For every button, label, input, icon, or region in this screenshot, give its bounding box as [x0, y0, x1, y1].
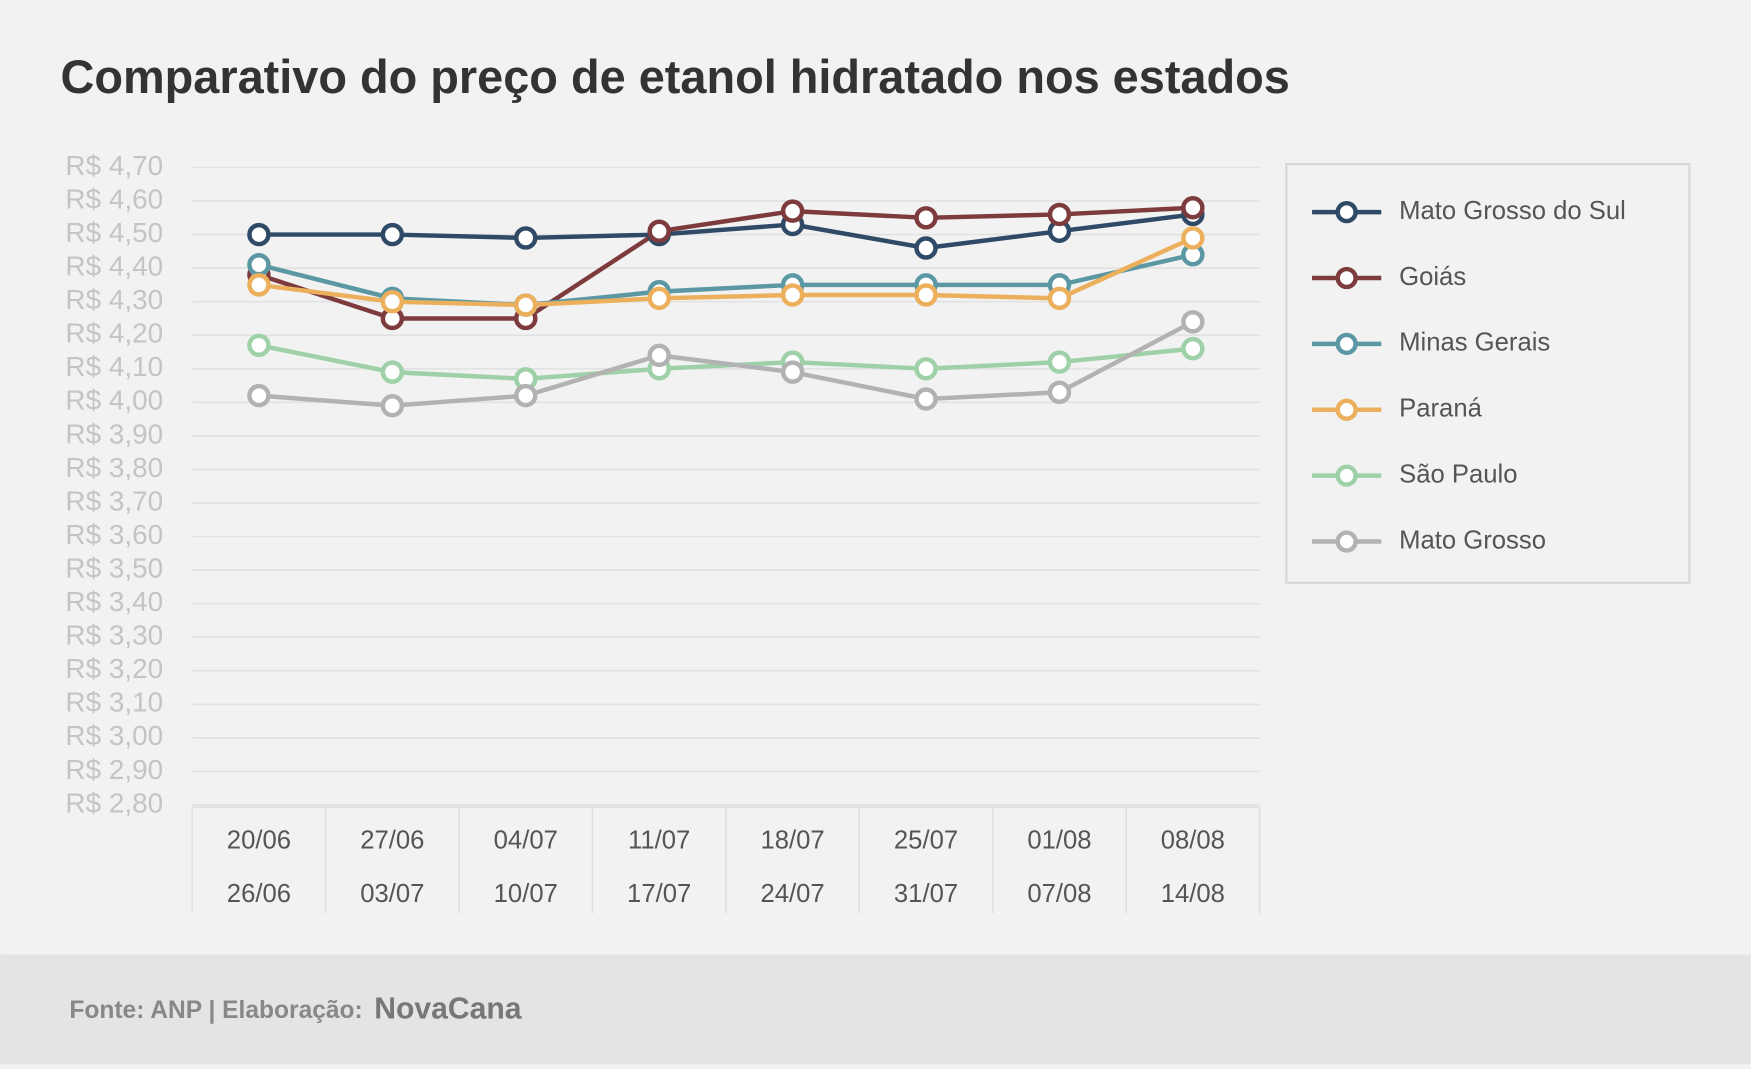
point-marker	[914, 387, 938, 411]
x-tick-label: 27/06	[360, 827, 424, 855]
x-tick-label: 01/08	[1027, 827, 1091, 855]
legend-marker	[1335, 530, 1358, 553]
x-tick-label: 04/07	[494, 827, 558, 855]
legend-label: Mato Grosso do Sul	[1399, 197, 1626, 225]
point-marker	[780, 360, 805, 384]
x-tick-label: 25/07	[894, 827, 958, 855]
point-marker	[514, 226, 538, 250]
point-marker	[247, 253, 271, 277]
point-marker	[1181, 226, 1205, 250]
y-tick-label: R$ 4,30	[65, 284, 163, 315]
legend-marker	[1335, 200, 1358, 224]
x-tick-label: 26/06	[227, 880, 291, 908]
y-tick-label: R$ 3,10	[65, 687, 163, 718]
y-tick-label: R$ 4,60	[65, 183, 163, 214]
point-marker	[514, 293, 538, 317]
point-marker	[914, 236, 938, 260]
chart-title: Comparativo do preço de etanol hidratado…	[60, 51, 1289, 103]
series-line	[258, 205, 1193, 321]
y-tick-label: R$ 3,50	[65, 552, 163, 583]
x-tick-label: 17/07	[627, 880, 691, 908]
point-marker	[1047, 380, 1072, 404]
point-marker	[914, 206, 938, 230]
x-tick-label: 24/07	[760, 880, 824, 908]
point-marker	[247, 333, 271, 358]
x-tick-label: 14/08	[1161, 880, 1225, 908]
x-tick-label: 31/07	[894, 880, 958, 908]
y-tick-label: R$ 3,80	[65, 452, 163, 483]
series-line	[258, 252, 1194, 308]
point-marker	[247, 222, 271, 247]
point-marker	[647, 343, 671, 368]
x-tick-label: 08/08	[1161, 827, 1225, 855]
point-marker	[1181, 196, 1205, 220]
y-tick-label: R$ 3,60	[65, 519, 163, 550]
point-marker	[380, 360, 405, 384]
y-tick-label: R$ 2,90	[65, 754, 163, 785]
x-tick-label: 18/07	[760, 827, 824, 855]
x-tick-label: 07/08	[1027, 880, 1091, 908]
y-tick-label: R$ 3,90	[65, 418, 163, 449]
point-marker	[380, 289, 405, 314]
legend-box	[1285, 163, 1691, 584]
point-marker	[780, 283, 805, 307]
legend-label: Paraná	[1399, 395, 1482, 423]
y-tick-label: R$ 3,20	[65, 653, 163, 684]
legend-label: Goiás	[1399, 263, 1466, 291]
point-marker	[380, 222, 405, 247]
point-marker	[647, 286, 671, 311]
legend-marker	[1335, 464, 1358, 487]
legend-marker	[1335, 266, 1358, 290]
brand: NovaCana	[374, 992, 522, 1025]
footer	[0, 954, 1751, 1064]
point-marker	[647, 219, 671, 243]
legend-label: Minas Gerais	[1399, 329, 1550, 357]
point-marker	[914, 357, 938, 381]
y-tick-label: R$ 3,00	[65, 720, 163, 751]
y-tick-label: R$ 4,10	[65, 351, 163, 382]
y-tick-label: R$ 4,70	[65, 150, 163, 181]
point-marker	[1181, 336, 1205, 361]
x-tick-label: 20/06	[227, 827, 291, 855]
series-line	[258, 212, 1194, 251]
legend-label: Mato Grosso	[1399, 526, 1546, 554]
series-line	[258, 319, 1194, 408]
point-marker	[1047, 286, 1072, 311]
point-marker	[1047, 350, 1072, 374]
y-tick-label: R$ 3,40	[65, 586, 163, 617]
x-tick-label: 11/07	[628, 827, 690, 855]
legend-marker	[1335, 398, 1358, 421]
series-line	[258, 235, 1194, 308]
point-marker	[247, 383, 271, 408]
source: Fonte: ANP | Elaboração:	[69, 997, 362, 1024]
y-tick-label: R$ 4,20	[65, 318, 163, 349]
point-marker	[1181, 310, 1205, 334]
point-marker	[514, 383, 538, 408]
legend-label: São Paulo	[1399, 460, 1517, 488]
point-marker	[914, 283, 938, 307]
x-tick-label: 03/07	[360, 880, 424, 908]
point-marker	[1047, 202, 1072, 227]
point-marker	[780, 199, 805, 223]
y-tick-label: R$ 2,80	[65, 787, 163, 818]
legend-marker	[1335, 332, 1358, 356]
y-tick-label: R$ 4,00	[65, 385, 163, 416]
y-tick-label: R$ 4,40	[65, 251, 163, 282]
point-marker	[247, 273, 271, 297]
y-tick-label: R$ 3,70	[65, 485, 163, 516]
y-tick-label: R$ 4,50	[65, 217, 163, 248]
x-tick-label: 10/07	[494, 880, 558, 908]
point-marker	[380, 393, 405, 418]
y-tick-label: R$ 3,30	[65, 620, 163, 651]
